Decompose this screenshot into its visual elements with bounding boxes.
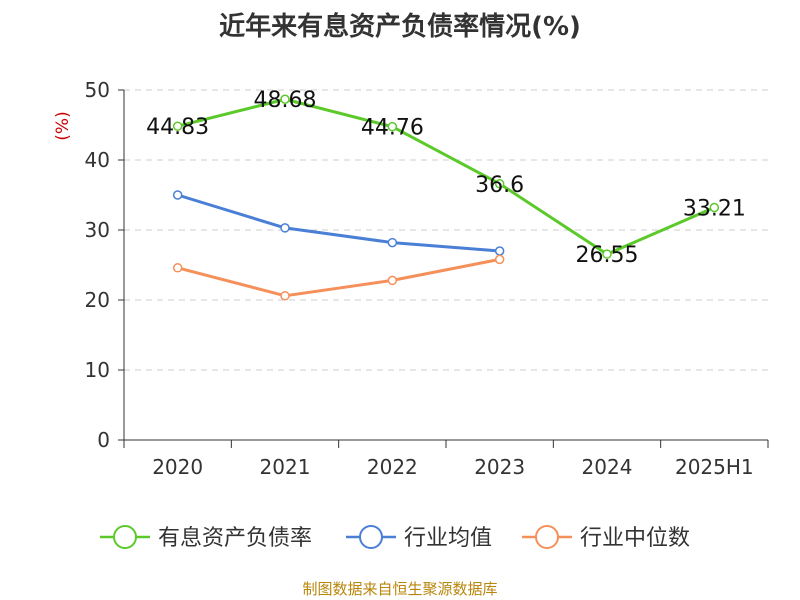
y-axis-label: (%) <box>53 111 73 140</box>
grid-lines <box>124 89 768 371</box>
x-tick-label-2022: 2022 <box>367 455 418 479</box>
data-labels: 44.83 48.68 44.76 36.6 26.55 33.21 <box>146 88 746 268</box>
y-tick-label: 10 <box>85 358 110 382</box>
data-label-2: 44.76 <box>361 116 424 141</box>
legend[interactable]: 有息资产负债率 行业均值 行业中位数 <box>100 525 690 551</box>
data-point-0-2 <box>387 121 398 132</box>
source-note: 制图数据来自恒生聚源数据库 <box>302 580 498 598</box>
data-point-0-4 <box>602 249 612 259</box>
data-label-0: 44.83 <box>146 115 209 140</box>
data-point-1-2 <box>387 237 398 248</box>
data-point-2-2 <box>387 275 398 286</box>
axes: 0 10 20 30 40 50 (%) 2020 2021 2022 2023 2024 2025H1 <box>53 78 769 479</box>
y-tick-label: 0 <box>97 428 110 452</box>
legend-item-2[interactable]: 行业中位数 <box>522 525 690 551</box>
y-tick-label: 30 <box>85 218 110 242</box>
x-tick-label-2020: 2020 <box>152 455 203 479</box>
data-label-3: 36.6 <box>475 173 524 198</box>
legend-marker-icon <box>113 525 137 549</box>
x-tick-label-2024: 2024 <box>582 455 633 479</box>
y-tick-label: 50 <box>85 78 110 102</box>
x-tick-label-2023: 2023 <box>474 455 525 479</box>
data-point-1-3 <box>494 246 505 256</box>
data-point-2-0 <box>172 263 183 273</box>
x-tick-label-2025H1: 2025H1 <box>675 455 754 479</box>
data-point-0-0 <box>172 121 183 131</box>
chart-title: 近年来有息资产负债率情况(%) <box>219 12 581 42</box>
series-line-1 <box>177 193 500 253</box>
y-tick-label: 40 <box>85 148 110 172</box>
series-line-0 <box>177 97 715 256</box>
legend-item-1[interactable]: 行业均值 <box>346 525 492 551</box>
data-point-1-1 <box>280 223 290 233</box>
legend-marker-icon <box>359 525 383 549</box>
series-line-2 <box>177 257 500 298</box>
legend-item-0[interactable]: 有息资产负债率 <box>100 525 312 551</box>
legend-marker-icon <box>535 525 559 549</box>
data-point-0-5 <box>709 202 720 213</box>
data-point-0-3 <box>494 179 505 189</box>
data-point-2-3 <box>494 254 505 265</box>
legend-label: 行业均值 <box>404 526 492 551</box>
data-point-1-0 <box>172 190 183 200</box>
data-label-5: 33.21 <box>683 197 746 222</box>
data-point-2-1 <box>280 291 290 301</box>
data-label-1: 48.68 <box>254 88 317 113</box>
y-tick-label: 20 <box>85 288 110 312</box>
legend-label: 有息资产负债率 <box>158 526 312 551</box>
series-lines <box>172 94 720 301</box>
data-point-0-1 <box>280 94 290 104</box>
legend-label: 行业中位数 <box>580 526 690 551</box>
data-label-4: 26.55 <box>576 243 639 268</box>
x-tick-label-2021: 2021 <box>260 455 311 479</box>
